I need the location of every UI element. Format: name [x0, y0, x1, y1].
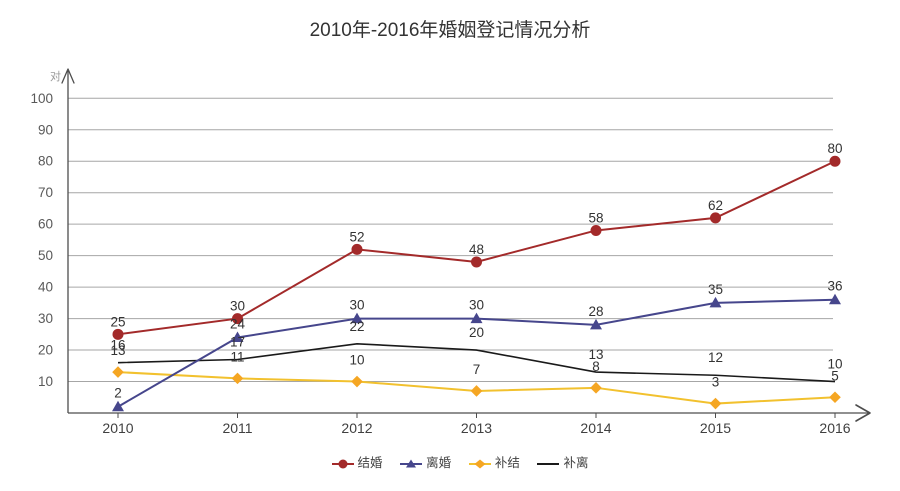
svg-text:48: 48: [469, 242, 484, 257]
svg-text:20: 20: [469, 325, 484, 340]
svg-text:62: 62: [708, 198, 723, 213]
svg-text:10: 10: [38, 374, 53, 389]
svg-text:2: 2: [114, 386, 122, 401]
svg-text:80: 80: [827, 141, 842, 156]
svg-text:2013: 2013: [461, 420, 492, 436]
svg-text:25: 25: [110, 314, 125, 329]
svg-text:11: 11: [230, 349, 244, 364]
svg-text:24: 24: [230, 316, 246, 331]
svg-text:30: 30: [349, 298, 364, 313]
svg-text:13: 13: [588, 347, 603, 362]
svg-text:52: 52: [349, 229, 364, 244]
svg-text:2012: 2012: [341, 420, 372, 436]
svg-text:对: 对: [50, 69, 61, 83]
svg-text:22: 22: [349, 319, 364, 334]
svg-text:100: 100: [30, 91, 53, 106]
svg-text:58: 58: [588, 210, 603, 225]
svg-text:90: 90: [38, 122, 53, 137]
svg-text:20: 20: [38, 343, 53, 358]
svg-text:2016: 2016: [819, 420, 850, 436]
svg-text:10: 10: [827, 357, 842, 372]
svg-text:12: 12: [708, 350, 723, 365]
svg-text:60: 60: [38, 217, 53, 232]
svg-text:50: 50: [38, 248, 53, 263]
svg-text:30: 30: [230, 299, 245, 314]
svg-text:17: 17: [230, 335, 245, 350]
svg-text:40: 40: [38, 280, 53, 295]
svg-text:30: 30: [38, 311, 53, 326]
svg-text:80: 80: [38, 154, 53, 169]
svg-text:2010: 2010: [102, 420, 133, 436]
svg-text:70: 70: [38, 185, 53, 200]
svg-text:28: 28: [588, 304, 603, 319]
svg-text:10: 10: [349, 353, 364, 368]
svg-text:16: 16: [110, 338, 125, 353]
svg-text:2015: 2015: [700, 420, 731, 436]
svg-text:7: 7: [473, 362, 481, 377]
svg-text:2014: 2014: [580, 420, 611, 436]
svg-text:35: 35: [708, 282, 723, 297]
svg-text:3: 3: [712, 375, 720, 390]
svg-text:30: 30: [469, 298, 484, 313]
svg-text:2011: 2011: [222, 420, 252, 436]
svg-text:36: 36: [827, 279, 842, 294]
